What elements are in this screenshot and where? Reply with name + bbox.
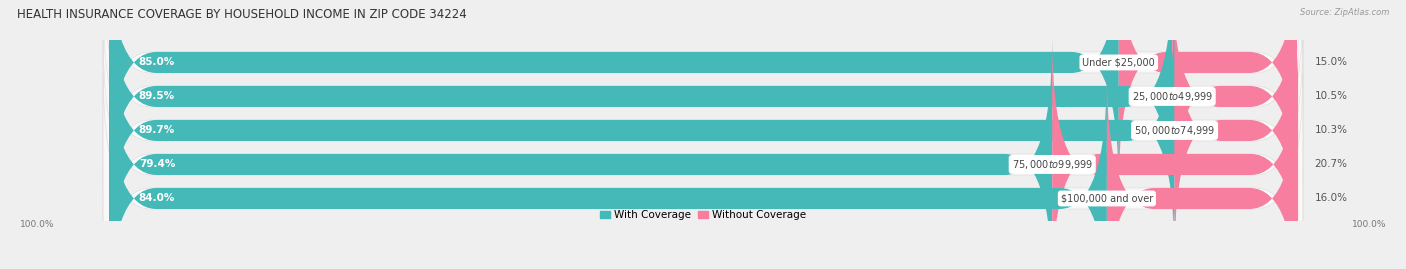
- FancyBboxPatch shape: [110, 0, 1173, 222]
- Text: $75,000 to $99,999: $75,000 to $99,999: [1011, 158, 1092, 171]
- Text: 100.0%: 100.0%: [20, 220, 55, 229]
- FancyBboxPatch shape: [110, 73, 1107, 269]
- Text: 89.5%: 89.5%: [139, 91, 174, 101]
- FancyBboxPatch shape: [103, 73, 1303, 269]
- FancyBboxPatch shape: [1174, 5, 1296, 256]
- FancyBboxPatch shape: [103, 0, 1303, 188]
- FancyBboxPatch shape: [1052, 39, 1298, 269]
- Text: 100.0%: 100.0%: [1351, 220, 1386, 229]
- Text: Under $25,000: Under $25,000: [1083, 58, 1156, 68]
- FancyBboxPatch shape: [110, 5, 1174, 256]
- Text: $100,000 and over: $100,000 and over: [1060, 193, 1153, 203]
- FancyBboxPatch shape: [103, 0, 1303, 222]
- Legend: With Coverage, Without Coverage: With Coverage, Without Coverage: [596, 206, 810, 224]
- FancyBboxPatch shape: [110, 39, 1052, 269]
- Text: 79.4%: 79.4%: [139, 160, 176, 169]
- Text: $50,000 to $74,999: $50,000 to $74,999: [1135, 124, 1215, 137]
- Text: 89.7%: 89.7%: [139, 125, 174, 136]
- FancyBboxPatch shape: [110, 0, 1119, 188]
- FancyBboxPatch shape: [1173, 0, 1296, 222]
- FancyBboxPatch shape: [103, 39, 1303, 269]
- Text: 15.0%: 15.0%: [1315, 58, 1348, 68]
- FancyBboxPatch shape: [1119, 0, 1296, 188]
- Text: 10.3%: 10.3%: [1315, 125, 1348, 136]
- FancyBboxPatch shape: [1107, 73, 1296, 269]
- Text: HEALTH INSURANCE COVERAGE BY HOUSEHOLD INCOME IN ZIP CODE 34224: HEALTH INSURANCE COVERAGE BY HOUSEHOLD I…: [17, 8, 467, 21]
- Text: 85.0%: 85.0%: [139, 58, 174, 68]
- Text: Source: ZipAtlas.com: Source: ZipAtlas.com: [1299, 8, 1389, 17]
- FancyBboxPatch shape: [103, 5, 1303, 256]
- Text: 20.7%: 20.7%: [1315, 160, 1348, 169]
- Text: 16.0%: 16.0%: [1315, 193, 1348, 203]
- Text: 84.0%: 84.0%: [139, 193, 176, 203]
- Text: $25,000 to $49,999: $25,000 to $49,999: [1132, 90, 1213, 103]
- Text: 10.5%: 10.5%: [1315, 91, 1348, 101]
